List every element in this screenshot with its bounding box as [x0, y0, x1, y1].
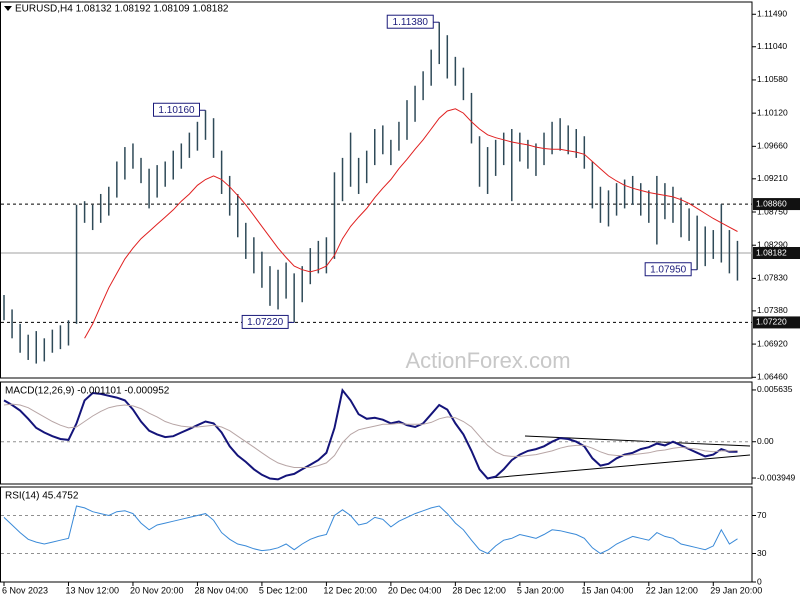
indicator-line	[3, 403, 738, 468]
x-tick-label: 20 Nov 20:00	[130, 585, 184, 595]
x-tick-label: 22 Jan 12:00	[646, 585, 698, 595]
y-tick-label: 1.09660	[757, 141, 788, 151]
y-tick-label: 1.11040	[757, 41, 787, 51]
level-label: 1.08860	[756, 198, 787, 208]
annotation-box	[241, 314, 289, 329]
x-tick-label: 20 Dec 04:00	[388, 585, 442, 595]
level-label: 1.08182	[756, 247, 787, 257]
watermark: ActionForex.com	[405, 348, 570, 373]
panel-frame	[0, 381, 753, 485]
y-tick-label: 0	[757, 576, 762, 586]
y-tick-label: 1.07830	[757, 273, 788, 283]
x-tick-label: 15 Jan 04:00	[581, 585, 633, 595]
y-tick-label: 70	[757, 510, 767, 520]
y-tick-label: 30	[757, 548, 767, 558]
y-tick-label: 1.11490	[757, 9, 787, 19]
y-tick-label: 1.06460	[757, 372, 788, 382]
annotation-label: 1.10160	[158, 105, 195, 116]
x-tick-label: 5 Dec 12:00	[259, 585, 308, 595]
annotation-box	[153, 102, 200, 117]
trendline	[489, 454, 751, 479]
y-tick-label: 1.10580	[757, 74, 788, 84]
x-tick-label: 13 Nov 12:00	[65, 585, 119, 595]
x-tick-label: 12 Dec 20:00	[323, 585, 377, 595]
y-tick-label: 1.08290	[757, 239, 788, 249]
level-box	[753, 198, 800, 211]
y-tick-label: 1.07380	[757, 305, 788, 315]
annotation-label: 1.07220	[247, 317, 284, 328]
annotation-label: 1.07950	[650, 264, 687, 275]
level-box	[753, 316, 800, 329]
x-tick-label: 6 Nov 2023	[2, 585, 48, 595]
panel-frame	[0, 486, 753, 583]
y-tick-label: 1.08750	[757, 206, 788, 216]
annotation-label: 1.11380	[393, 17, 429, 28]
annotation-box	[644, 262, 692, 277]
x-tick-label: 28 Nov 04:00	[194, 585, 248, 595]
panel-title: MACD(12,26,9) -0.001101 -0.000952	[5, 386, 170, 397]
y-tick-label: 1.09210	[757, 173, 788, 183]
level-label: 1.07220	[756, 317, 787, 327]
y-tick-label: 1.06920	[757, 338, 788, 348]
panel-title: EURUSD,H4 1.08132 1.08192 1.08109 1.0818…	[15, 4, 229, 15]
indicator-line	[3, 505, 738, 555]
level-box	[753, 247, 800, 260]
x-tick-label: 5 Jan 20:00	[517, 585, 564, 595]
x-tick-label: 28 Dec 12:00	[452, 585, 506, 595]
y-tick-label: 0.00	[757, 436, 774, 446]
x-tick-label: 29 Jan 20:00	[710, 585, 762, 595]
y-tick-label: 0.005635	[757, 384, 793, 394]
y-tick-label: -0.003949	[757, 472, 796, 482]
menu-triangle	[4, 6, 12, 11]
moving-average	[84, 108, 738, 339]
panel-title: RSI(14) 45.4752	[5, 491, 79, 502]
panel-frame	[0, 1, 753, 379]
indicator-line	[3, 388, 738, 481]
annotation-box	[386, 14, 434, 29]
y-tick-label: 1.10120	[757, 107, 788, 117]
